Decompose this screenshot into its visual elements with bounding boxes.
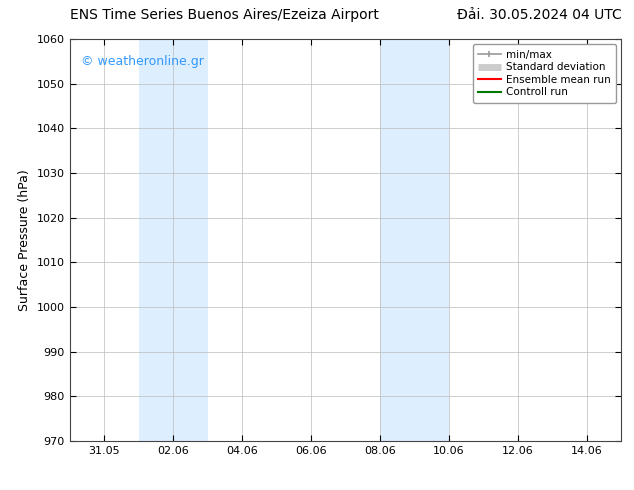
Text: © weatheronline.gr: © weatheronline.gr <box>81 55 204 68</box>
Text: Đải. 30.05.2024 04 UTC: Đải. 30.05.2024 04 UTC <box>456 8 621 22</box>
Bar <box>139 39 207 441</box>
Text: ENS Time Series Buenos Aires/Ezeiza Airport: ENS Time Series Buenos Aires/Ezeiza Airp… <box>70 8 378 22</box>
Bar <box>380 39 449 441</box>
Legend: min/max, Standard deviation, Ensemble mean run, Controll run: min/max, Standard deviation, Ensemble me… <box>473 45 616 102</box>
Y-axis label: Surface Pressure (hPa): Surface Pressure (hPa) <box>18 169 31 311</box>
